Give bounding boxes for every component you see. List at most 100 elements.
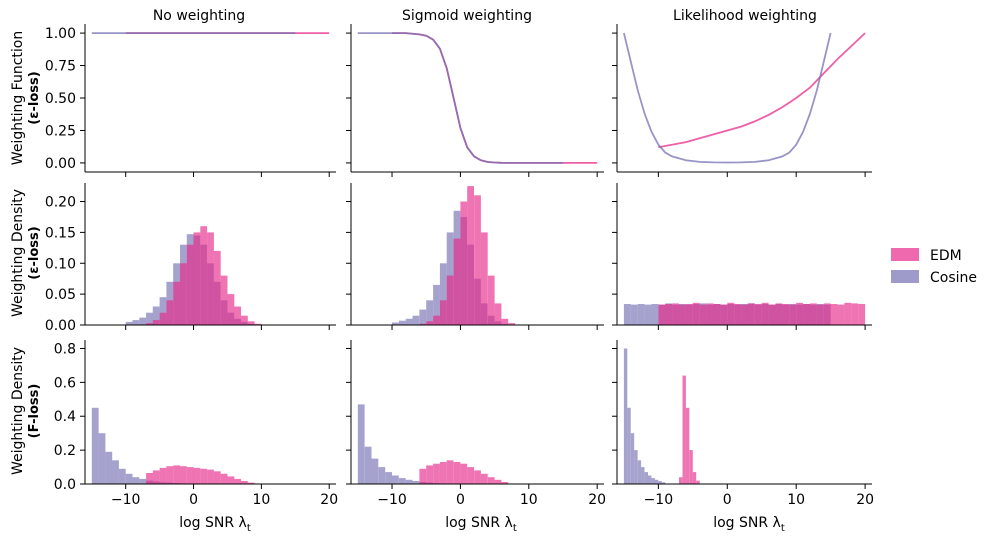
y-tick-label: 0.05 xyxy=(45,287,76,303)
x-tick-label: −10 xyxy=(377,492,407,508)
series-line-edm xyxy=(392,32,598,164)
hist-bar-edm xyxy=(446,460,454,484)
hist-bar-cosine xyxy=(412,481,420,484)
x-tick-label: 0 xyxy=(456,492,465,508)
hist-bar-cosine xyxy=(644,472,648,484)
hist-bar-cosine xyxy=(426,300,433,325)
hist-bar-edm xyxy=(247,482,255,484)
y-tick-label: 0.6 xyxy=(54,375,76,391)
hist-bar-edm xyxy=(706,303,714,325)
hist-bar-cosine xyxy=(630,433,635,484)
hist-bar-cosine xyxy=(412,315,420,325)
col-title-3: Likelihood weighting xyxy=(673,8,817,24)
y-tick-label: 0.50 xyxy=(45,91,76,107)
hist-bar-cosine xyxy=(651,304,659,325)
panel-row3-col3: −10 0 10 20 xyxy=(612,340,874,508)
hist-bar-edm xyxy=(830,304,838,325)
hist-bar-edm xyxy=(186,467,194,484)
hist-bar-edm xyxy=(494,479,502,484)
hist-bar-edm xyxy=(453,238,461,325)
legend-label-edm: EDM xyxy=(930,248,962,264)
panels-group: 0.000.250.500.751.000.000.050.100.150.20… xyxy=(45,24,874,508)
hist-bar-edm xyxy=(220,473,228,484)
hist-bar-edm xyxy=(682,375,686,484)
hist-bar-edm xyxy=(796,302,804,325)
y-tick-label: 0.20 xyxy=(45,195,76,211)
legend-swatch-edm xyxy=(891,248,919,261)
hist-bar-cosine xyxy=(630,304,638,325)
hist-bar-edm xyxy=(844,302,852,325)
hist-bar-cosine xyxy=(654,479,659,484)
hist-bar-cosine xyxy=(648,475,652,484)
panel-row1-col2 xyxy=(346,24,604,177)
hist-bar-cosine xyxy=(118,468,126,484)
y-tick-label: 0.2 xyxy=(54,443,76,459)
panel-row2-col3 xyxy=(612,183,872,330)
y-tick-label: 0.25 xyxy=(45,123,76,139)
series-line-edm xyxy=(658,32,866,149)
hist-bar-edm xyxy=(837,304,845,325)
hist-bar-edm xyxy=(696,480,700,484)
hist-bar-edm xyxy=(692,302,700,325)
x-tick-label: 10 xyxy=(520,492,538,508)
hist-bar-cosine xyxy=(398,478,406,484)
hist-bar-cosine xyxy=(651,478,655,484)
panel-row1-col1: 0.00 0.25 0.50 0.75 1.00 xyxy=(45,24,336,177)
x-axis-label-2: log SNR λt xyxy=(445,515,517,534)
hist-bar-edm xyxy=(207,469,214,484)
hist-bar-edm xyxy=(433,463,440,484)
hist-bar-cosine xyxy=(392,322,399,325)
y-tick-label: 0.15 xyxy=(45,225,76,241)
hist-bar-edm xyxy=(782,304,790,325)
hist-bar-edm xyxy=(180,466,187,484)
hist-bar-cosine xyxy=(661,482,666,484)
hist-bar-edm xyxy=(166,466,174,484)
hist-bar-edm xyxy=(685,407,690,484)
hist-bar-edm xyxy=(823,303,831,325)
hist-bar-edm xyxy=(761,302,769,325)
hist-bar-cosine xyxy=(146,312,153,325)
hist-bar-edm xyxy=(501,482,509,484)
panel-row2-col2 xyxy=(346,183,604,330)
legend-swatch-cosine xyxy=(891,270,919,283)
hist-bar-cosine xyxy=(125,473,133,484)
y-tick-label: 1.00 xyxy=(45,26,76,42)
hist-bar-edm xyxy=(720,304,728,325)
hist-bar-edm xyxy=(467,186,474,325)
x-tick-label: 20 xyxy=(588,492,606,508)
row-label-1-line2: (ε-loss) xyxy=(27,71,42,124)
hist-bar-edm xyxy=(803,304,810,325)
hist-bar-cosine xyxy=(132,320,140,325)
hist-bar-edm xyxy=(159,467,167,484)
hist-bar-edm xyxy=(789,304,797,325)
hist-bar-cosine xyxy=(159,297,167,325)
hist-bar-edm xyxy=(487,477,495,484)
row-label-1-line1: Weighting Function xyxy=(10,31,26,165)
hist-bar-edm xyxy=(207,232,214,325)
hist-bar-cosine xyxy=(398,320,406,325)
hist-bar-edm xyxy=(658,304,666,325)
hist-bar-edm xyxy=(467,467,474,484)
hist-bar-cosine xyxy=(637,304,645,325)
panel-row3-col1: −10 0 10 20 0.0 0.2 0.4 0.6 0.8 xyxy=(54,340,338,508)
hist-bar-edm xyxy=(679,304,686,325)
hist-bar-cosine xyxy=(627,407,631,484)
hist-bar-edm xyxy=(672,303,679,325)
hist-bar-edm xyxy=(241,315,248,325)
hist-bar-edm xyxy=(713,304,721,325)
hist-bar-cosine xyxy=(385,472,392,484)
hist-bar-cosine xyxy=(634,450,638,484)
hist-bar-edm xyxy=(699,304,707,325)
col-title-1: No weighting xyxy=(153,8,245,24)
x-tick-label: 10 xyxy=(787,492,805,508)
hist-bar-edm xyxy=(816,304,824,325)
hist-bar-edm xyxy=(474,470,481,484)
hist-bar-edm xyxy=(439,462,447,484)
hist-bar-edm xyxy=(685,304,693,325)
hist-bar-edm xyxy=(487,275,495,325)
hist-bar-edm xyxy=(426,465,433,484)
hist-bar-edm xyxy=(419,468,427,484)
hist-bar-edm xyxy=(858,304,866,325)
y-tick-label: 0.75 xyxy=(45,59,76,75)
hist-bar-edm xyxy=(152,470,160,484)
